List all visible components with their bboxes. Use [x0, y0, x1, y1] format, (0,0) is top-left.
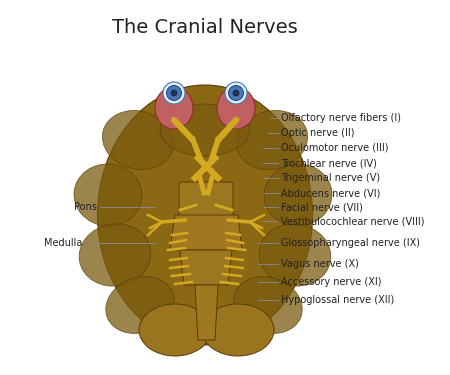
Text: Oculomotor nerve (III): Oculomotor nerve (III)	[281, 143, 388, 153]
Ellipse shape	[217, 87, 255, 129]
Ellipse shape	[106, 276, 174, 333]
Circle shape	[225, 82, 247, 104]
Text: Vestibulocochlear nerve (VIII): Vestibulocochlear nerve (VIII)	[281, 216, 424, 226]
Polygon shape	[195, 285, 218, 340]
Ellipse shape	[79, 224, 151, 286]
Ellipse shape	[160, 104, 250, 156]
FancyBboxPatch shape	[179, 182, 233, 218]
Ellipse shape	[155, 87, 193, 129]
Text: Optic nerve (II): Optic nerve (II)	[281, 128, 355, 138]
Circle shape	[171, 90, 177, 96]
Text: Glossopharyngeal nerve (IX): Glossopharyngeal nerve (IX)	[281, 238, 420, 248]
Ellipse shape	[234, 276, 302, 333]
Ellipse shape	[236, 111, 307, 170]
Text: Facial nerve (VII): Facial nerve (VII)	[281, 202, 363, 212]
Text: Olfactory nerve fibers (I): Olfactory nerve fibers (I)	[281, 113, 401, 123]
Ellipse shape	[103, 111, 174, 170]
Ellipse shape	[264, 164, 332, 226]
Text: Trochlear nerve (IV): Trochlear nerve (IV)	[281, 158, 377, 168]
Text: Medulla: Medulla	[44, 238, 82, 248]
Polygon shape	[170, 215, 242, 250]
Polygon shape	[180, 250, 232, 285]
Text: Hypoglossal nerve (XII): Hypoglossal nerve (XII)	[281, 295, 394, 305]
Text: Accessory nerve (XI): Accessory nerve (XI)	[281, 277, 382, 287]
Text: Abducens nerve (VI): Abducens nerve (VI)	[281, 188, 380, 198]
Ellipse shape	[139, 304, 211, 356]
Ellipse shape	[98, 85, 312, 345]
Circle shape	[229, 86, 243, 100]
Ellipse shape	[74, 164, 142, 226]
Text: The Cranial Nerves: The Cranial Nerves	[112, 18, 298, 37]
Circle shape	[233, 90, 239, 96]
Ellipse shape	[202, 304, 274, 356]
Circle shape	[163, 82, 185, 104]
Ellipse shape	[259, 224, 331, 286]
Text: Vagus nerve (X): Vagus nerve (X)	[281, 259, 359, 269]
Circle shape	[166, 86, 181, 100]
Text: Pons: Pons	[74, 202, 97, 212]
Text: Trigeminal nerve (V): Trigeminal nerve (V)	[281, 173, 380, 183]
